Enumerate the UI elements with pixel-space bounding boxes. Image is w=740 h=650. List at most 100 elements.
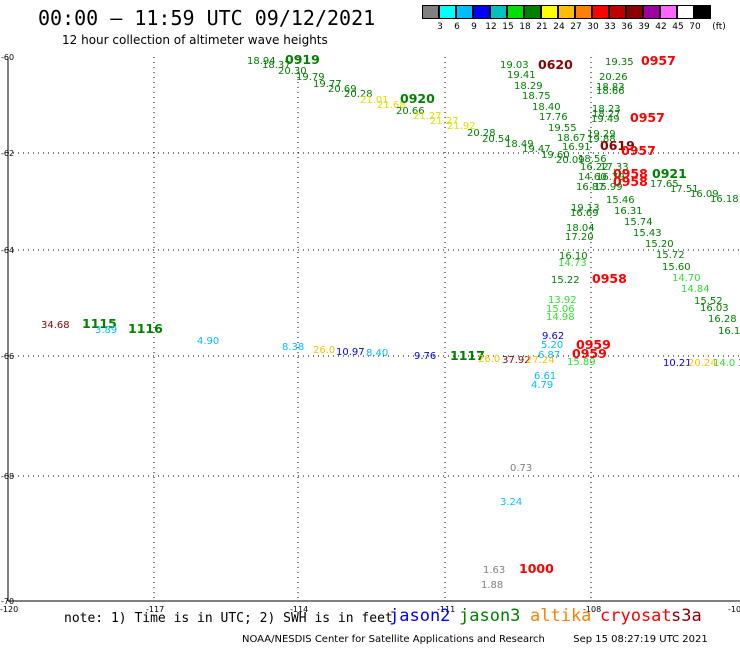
colorbar-unit: (ft) bbox=[712, 22, 726, 32]
wave-height-value: 18.29 bbox=[514, 81, 543, 92]
colorbar-cell bbox=[490, 5, 507, 19]
colorbar-label: 27 bbox=[570, 22, 582, 32]
wave-height-value: 3.89 bbox=[95, 325, 117, 336]
colorbar-label: 70 bbox=[689, 22, 701, 32]
wave-height-value: 16.69 bbox=[570, 208, 599, 219]
wave-height-value: 19.49 bbox=[591, 114, 620, 125]
wave-height-value: 21.68 bbox=[377, 100, 406, 111]
wave-height-value: 14.84 bbox=[681, 284, 710, 295]
wave-height-value: 15.89 bbox=[567, 357, 596, 368]
colorbar-label: 6 bbox=[454, 22, 460, 32]
map-subtitle: 12 hour collection of altimeter wave hei… bbox=[62, 33, 328, 47]
longitude-label: -105 bbox=[728, 605, 740, 614]
colorbar-label: 36 bbox=[621, 22, 633, 32]
pass-time-label: 1000 bbox=[519, 561, 554, 576]
wave-height-value: 19.47 bbox=[522, 144, 551, 155]
wave-height-value: 21.92 bbox=[447, 121, 476, 132]
wave-height-value: 4.90 bbox=[197, 336, 219, 347]
wave-height-value: 1.63 bbox=[483, 565, 505, 576]
colorbar-cell bbox=[660, 5, 677, 19]
wave-height-value: 1.88 bbox=[481, 580, 503, 591]
wave-height-value: 18.23 bbox=[592, 104, 621, 115]
wave-height-value: 15.46 bbox=[606, 195, 635, 206]
latitude-labels: -60 -62 -64 -66 -68 -70 bbox=[1, 53, 14, 606]
map-grid bbox=[8, 57, 740, 601]
wave-height-value: 18.94 bbox=[247, 56, 276, 67]
wave-height-value: 16.31 bbox=[614, 206, 643, 217]
pass-time-label: 0958 bbox=[592, 271, 627, 286]
longitude-label: -108 bbox=[583, 605, 601, 614]
wave-height-value: 26.0 bbox=[478, 354, 500, 365]
colorbar-cell bbox=[609, 5, 626, 19]
credit-text: NOAA/NESDIS Center for Satellite Applica… bbox=[242, 634, 545, 645]
colorbar-cell bbox=[422, 5, 439, 19]
wave-height-value: 9.76 bbox=[414, 351, 436, 362]
wave-height-value: 18.67 bbox=[557, 133, 586, 144]
colorbar-label: 45 bbox=[672, 22, 684, 32]
wave-height-value: 20.28 bbox=[467, 128, 496, 139]
colorbar-label: 24 bbox=[553, 22, 565, 32]
colorbar-cell bbox=[592, 5, 609, 19]
wave-height-value: 14.73 bbox=[558, 258, 587, 269]
colorbar-cell bbox=[677, 5, 694, 19]
latitude-label: -66 bbox=[1, 352, 14, 361]
wave-height-value: 10.97 bbox=[336, 347, 365, 358]
wave-height-value: 14.60 bbox=[578, 172, 607, 183]
colorbar-label: 42 bbox=[655, 22, 667, 32]
wave-height-markers: 18.94 091918.3720.3019.7919.7720.6920.282… bbox=[41, 52, 740, 591]
wave-height-value: 16.79 bbox=[596, 172, 625, 183]
wave-height-value: 17.65 bbox=[650, 179, 679, 190]
colorbar-label: 33 bbox=[604, 22, 616, 32]
wave-height-value: 18.40 bbox=[532, 102, 561, 113]
wave-height-value: 9.62 bbox=[542, 331, 564, 342]
pass-time-label: 0958 bbox=[613, 174, 648, 189]
wave-height-value: 16.1 bbox=[718, 326, 740, 337]
wave-height-value: 20.69 bbox=[328, 84, 357, 95]
pass-time-label: 0959 bbox=[576, 337, 611, 352]
wave-height-value: 18.75 bbox=[522, 91, 551, 102]
longitude-label: -114 bbox=[290, 605, 308, 614]
wave-height-value: 18.04 bbox=[566, 223, 595, 234]
wave-height-value: 16.09 bbox=[690, 189, 719, 200]
satellite-jason3: jason3 bbox=[459, 606, 521, 626]
wave-height-value: 16.22 bbox=[580, 162, 609, 173]
wave-height-value: 19.60 bbox=[541, 150, 570, 161]
map-title: 00:00 – 11:59 UTC 09/12/2021 bbox=[38, 6, 376, 30]
pass-time-label: 0959 bbox=[572, 346, 607, 361]
wave-height-value: 19.35 bbox=[605, 57, 634, 68]
wave-height-value: 8.38 bbox=[282, 342, 304, 353]
wave-height-value: 4.79 bbox=[531, 380, 553, 391]
wave-height-value: 19.29 bbox=[587, 129, 616, 140]
pass-time-label: 0957 bbox=[641, 53, 676, 68]
colorbar-cell bbox=[575, 5, 592, 19]
latitude-label: -62 bbox=[1, 149, 14, 158]
wave-height-value: 27.24 bbox=[526, 355, 555, 366]
wave-height-value: 20.66 bbox=[396, 106, 425, 117]
wave-height-value: 16.91 bbox=[562, 142, 591, 153]
colorbar-cell bbox=[558, 5, 575, 19]
wave-height-value: 19.55 bbox=[548, 123, 577, 134]
colorbar-cell bbox=[524, 5, 541, 19]
wave-height-value: 19.88 bbox=[587, 134, 616, 145]
pass-time-label: 0920 bbox=[400, 91, 435, 106]
wave-height-value: 15.74 bbox=[624, 217, 653, 228]
wave-height-value: 14.70 bbox=[672, 273, 701, 284]
pass-time-label: 0958 bbox=[613, 166, 648, 181]
wave-height-value: 20.24 bbox=[688, 358, 717, 369]
wave-height-value: 15.52 bbox=[694, 296, 723, 307]
longitude-labels: -120 -117 -114 -111 -108 -105 bbox=[0, 605, 740, 614]
pass-time-label: 0919 bbox=[285, 52, 320, 67]
colorbar-cell bbox=[456, 5, 473, 19]
wave-height-value: 19.79 bbox=[296, 72, 325, 83]
wave-height-value: 5.20 bbox=[541, 340, 563, 351]
wave-height-value: 20.28 bbox=[344, 89, 373, 100]
wave-height-value: 37.92 bbox=[502, 355, 531, 366]
wave-height-value: 15.06 bbox=[546, 304, 575, 315]
wave-height-value: 20.26 bbox=[599, 72, 628, 83]
colorbar-label: 21 bbox=[536, 22, 548, 32]
wave-height-value: 21.01 bbox=[360, 95, 389, 106]
colorbar-cell bbox=[643, 5, 660, 19]
colorbar-label: 18 bbox=[519, 22, 531, 32]
colorbar-label: 12 bbox=[485, 22, 497, 32]
